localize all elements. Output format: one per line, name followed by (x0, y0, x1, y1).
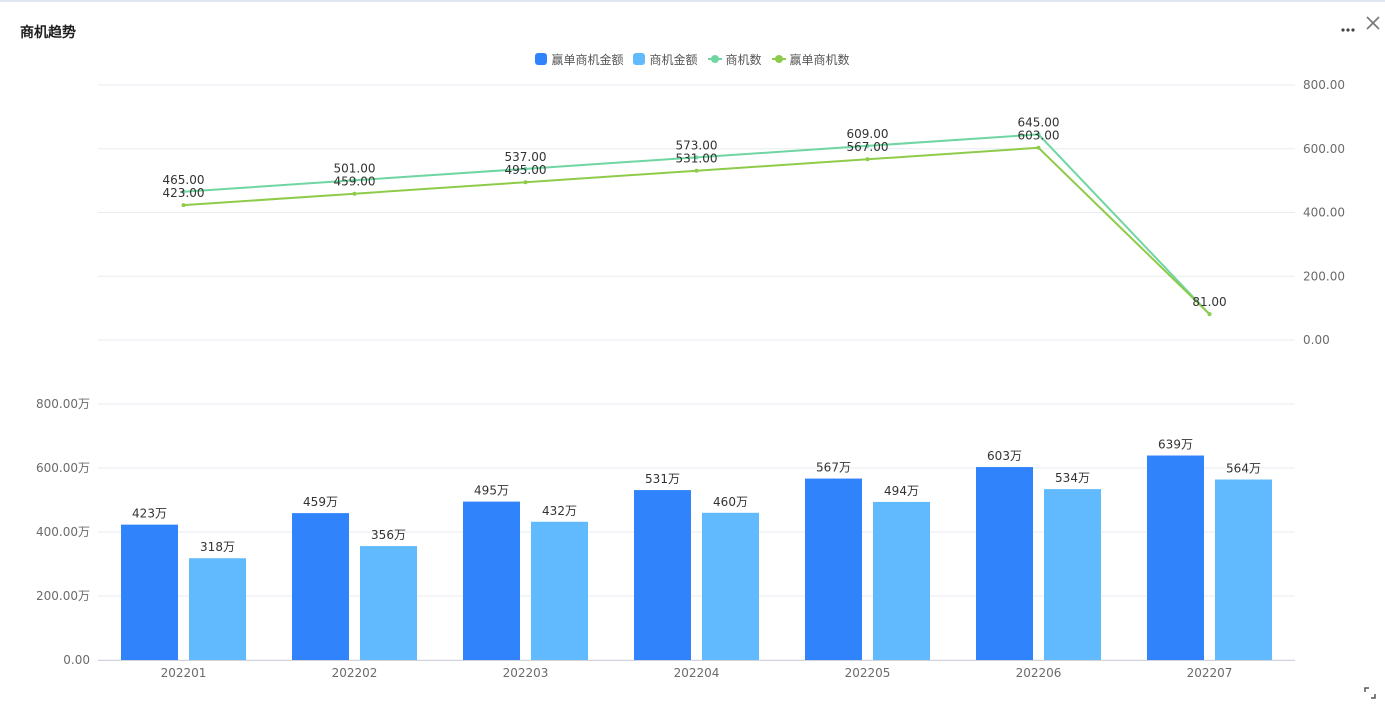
line-point (523, 166, 528, 171)
bar-data-label: 318万 (200, 540, 235, 554)
legend-item-opp-amount[interactable]: 商机金额 (633, 49, 698, 69)
x-tick-label: 202207 (1187, 666, 1233, 680)
line-data-label: 465.00 (163, 173, 205, 187)
bar-data-label: 432万 (542, 504, 577, 518)
y-tick-label-right: 400.00 (1303, 206, 1345, 220)
line-data-label: 645.00 (1018, 115, 1060, 129)
line-point (181, 189, 186, 194)
legend-label: 赢单商机数 (789, 52, 850, 67)
bar (1147, 455, 1204, 660)
line-data-label: 573.00 (676, 138, 718, 152)
legend-swatch (535, 53, 548, 65)
bar (702, 512, 759, 660)
line-data-label: 603.00 (1018, 128, 1060, 142)
bar (531, 521, 588, 660)
more-icon[interactable] (1340, 20, 1356, 36)
line-data-label: 495.00 (505, 163, 547, 177)
line-point (694, 168, 699, 173)
bar (873, 501, 930, 660)
y-tick-label-left: 0.00 (63, 653, 90, 667)
chart-title: 商机趋势 (20, 25, 76, 41)
line-data-label: 423.00 (163, 186, 205, 200)
line-data-label: 567.00 (847, 140, 889, 154)
x-tick-label: 202203 (503, 666, 549, 680)
bar (360, 546, 417, 660)
bar (189, 558, 246, 660)
y-tick-label-right: 0.00 (1303, 333, 1330, 347)
bar-data-label: 356万 (371, 528, 406, 542)
x-tick-label: 202201 (161, 666, 207, 680)
x-tick-label: 202202 (332, 666, 378, 680)
bar-data-label: 460万 (713, 495, 748, 509)
line-data-label: 609.00 (847, 127, 889, 141)
bar-data-label: 534万 (1055, 471, 1090, 485)
bar (634, 490, 691, 660)
bar (1215, 479, 1272, 660)
chart-legend: 赢单商机金额 商机金额 商机数 赢单商机数 (0, 49, 1385, 69)
line-point (1207, 312, 1212, 317)
line-point (1036, 132, 1041, 137)
line-point (181, 203, 186, 208)
legend-item-won-count[interactable]: 赢单商机数 (771, 49, 850, 69)
bar-data-label: 459万 (303, 495, 338, 509)
legend-label: 商机金额 (649, 52, 698, 67)
line-point (694, 155, 699, 160)
line-point (1036, 145, 1041, 150)
y-tick-label-left: 800.00万 (36, 397, 90, 411)
x-tick-label: 202206 (1016, 666, 1062, 680)
y-tick-label-left: 200.00万 (36, 589, 90, 603)
line-data-label: 537.00 (505, 150, 547, 164)
close-icon[interactable] (1364, 14, 1382, 32)
x-tick-label: 202205 (845, 666, 891, 680)
bar (292, 513, 349, 660)
x-tick-label: 202204 (674, 666, 720, 680)
line-point (865, 157, 870, 162)
bar-data-label: 639万 (1158, 438, 1193, 452)
legend-label: 商机数 (725, 52, 762, 67)
bar-data-label: 494万 (884, 484, 919, 498)
resize-icon[interactable] (1363, 686, 1377, 700)
line-data-label: 81.00 (1192, 295, 1226, 309)
line-point (865, 143, 870, 148)
bar (121, 524, 178, 660)
y-tick-label-right: 600.00 (1303, 142, 1345, 156)
bar-data-label: 423万 (132, 507, 167, 521)
line-point (523, 180, 528, 185)
bar (805, 478, 862, 660)
legend-swatch (771, 53, 786, 65)
legend-label: 赢单商机金额 (551, 52, 624, 67)
legend-swatch (633, 53, 646, 65)
legend-item-opp-count[interactable]: 商机数 (707, 49, 762, 69)
line-data-label: 459.00 (334, 174, 376, 188)
y-tick-label-right: 200.00 (1303, 269, 1345, 283)
line-point (352, 191, 357, 196)
bar (463, 501, 520, 660)
bar-data-label: 495万 (474, 484, 509, 498)
y-tick-label-left: 400.00万 (36, 525, 90, 539)
line-data-label: 531.00 (676, 151, 718, 165)
line-data-label: 501.00 (334, 161, 376, 175)
bar (976, 467, 1033, 660)
bar-data-label: 531万 (645, 472, 680, 486)
bar-data-label: 564万 (1226, 462, 1261, 476)
bar-data-label: 603万 (987, 449, 1022, 463)
y-tick-label-right: 800.00 (1303, 78, 1345, 92)
bar-data-label: 567万 (816, 461, 851, 475)
y-tick-label-left: 600.00万 (36, 461, 90, 475)
line-point (352, 178, 357, 183)
bar (1044, 489, 1101, 660)
legend-swatch (707, 53, 722, 65)
legend-item-won-amount[interactable]: 赢单商机金额 (535, 49, 623, 69)
